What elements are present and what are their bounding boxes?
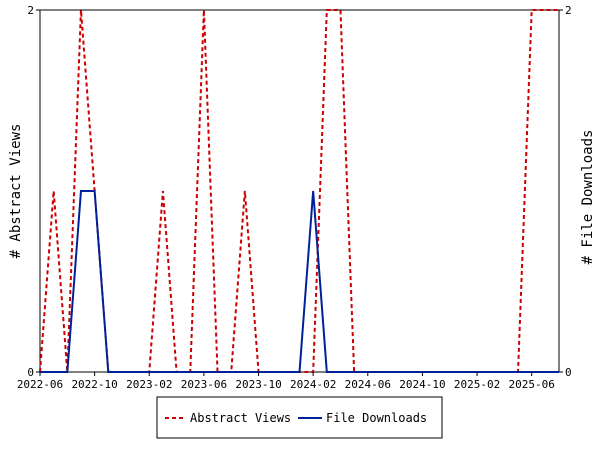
legend-label-file-downloads: File Downloads [326, 411, 427, 425]
plot-area [39, 9, 560, 373]
x-tick-label: 2023-02 [126, 378, 172, 391]
axis-layer: 2022-06 2022-10 2023-02 2023-06 2023-10 2024-… [17, 4, 572, 391]
y-right-tick-label: 2 [565, 4, 572, 17]
series-layer [39, 9, 559, 373]
x-tick-label: 2023-06 [181, 378, 227, 391]
series-line-file-downloads [40, 190, 559, 373]
x-tick-label: 2024-06 [345, 378, 391, 391]
x-tick-label: 2022-06 [17, 378, 63, 391]
x-tick-label: 2025-02 [454, 378, 500, 391]
y-right-tick-label: 0 [565, 366, 572, 379]
legend-label-abstract-views: Abstract Views [190, 411, 291, 425]
x-tick-label: 2022-10 [71, 378, 117, 391]
x-tick-label: 2025-06 [509, 378, 555, 391]
x-tick-label: 2024-02 [290, 378, 336, 391]
y-left-axis-title: # Abstract Views [8, 124, 24, 259]
legend: Abstract Views File Downloads [156, 396, 443, 439]
y-right-axis-title: # File Downloads [580, 130, 596, 265]
x-tick-label: 2023-10 [235, 378, 281, 391]
y-left-tick-label: 2 [27, 4, 34, 17]
x-tick-label: 2024-10 [399, 378, 445, 391]
y-left-tick-label: 0 [27, 366, 34, 379]
